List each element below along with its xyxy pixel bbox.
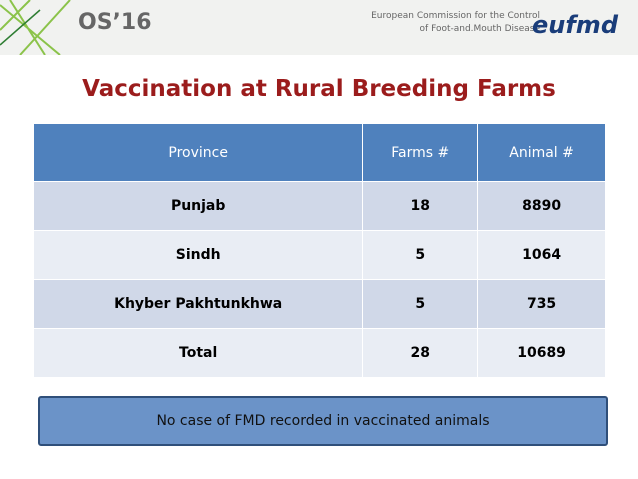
table-cell: Khyber Pakhtunkhwa: [32, 279, 364, 329]
table-cell: 735: [477, 279, 606, 329]
organization-line: European Commission for the Control: [371, 11, 540, 21]
table-cell: 18: [362, 181, 479, 231]
table-row: Punjab 18 8890: [32, 181, 606, 231]
column-header: Province: [32, 123, 364, 182]
header-row: Province Farms # Animal #: [32, 123, 606, 182]
table-cell: Sindh: [32, 230, 364, 280]
table-cell: Punjab: [32, 181, 364, 231]
table-cell: 28: [362, 328, 479, 378]
table-cell: 8890: [477, 181, 606, 231]
slide-title: Vaccination at Rural Breeding Farms: [82, 76, 556, 102]
table-row: Total 28 10689: [32, 328, 606, 378]
organization-line: of Foot-and.Mouth Disease: [419, 24, 540, 34]
note-box: No case of FMD recorded in vaccinated an…: [38, 396, 608, 446]
table-cell: 5: [362, 230, 479, 280]
data-table: Province Farms # Animal # Punjab 18 8890 Sind…: [32, 123, 606, 378]
column-header: Farms #: [362, 123, 479, 182]
column-header: Animal #: [477, 123, 606, 182]
table-row: Khyber Pakhtunkhwa 5 735: [32, 279, 606, 329]
table-cell: Total: [32, 328, 364, 378]
table-row: Sindh 5 1064: [32, 230, 606, 280]
organization: European Commission for the Control of F…: [371, 10, 540, 36]
event-name: OS’16: [78, 10, 152, 35]
table-cell: 10689: [477, 328, 606, 378]
table-cell: 1064: [477, 230, 606, 280]
table-cell: 5: [362, 279, 479, 329]
header-art: [0, 0, 71, 55]
logo: eufmd: [532, 11, 618, 39]
header: OS’16 European Commission for the Contro…: [0, 0, 638, 55]
